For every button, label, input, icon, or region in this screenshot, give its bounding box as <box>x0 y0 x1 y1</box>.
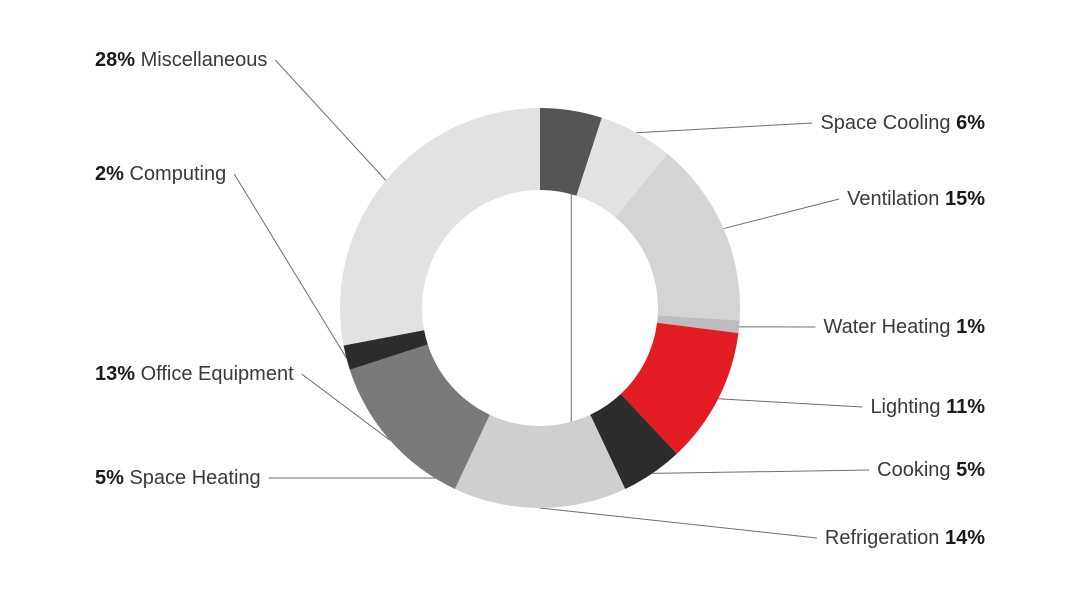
label-text: Office Equipment <box>141 363 294 385</box>
label-text: Water Heating <box>823 316 950 338</box>
label-pct: 15% <box>945 188 985 210</box>
label-miscellaneous: 28% Miscellaneous <box>95 50 267 70</box>
label-pct: 1% <box>956 316 985 338</box>
label-pct: 5% <box>95 467 124 489</box>
label-text: Ventilation <box>847 188 939 210</box>
donut-chart <box>340 108 740 508</box>
label-text: Computing <box>129 163 226 185</box>
label-ventilation: Ventilation 15% <box>847 189 985 209</box>
label-pct: 5% <box>956 459 985 481</box>
label-text: Space Cooling <box>820 112 950 134</box>
label-space-cooling: Space Cooling 6% <box>820 113 985 133</box>
label-pct: 14% <box>945 527 985 549</box>
label-space-heating: 5% Space Heating <box>95 468 261 488</box>
label-text: Space Heating <box>129 467 260 489</box>
label-pct: 6% <box>956 112 985 134</box>
label-pct: 2% <box>95 163 124 185</box>
slice-miscellaneous <box>340 108 540 345</box>
label-pct: 13% <box>95 363 135 385</box>
label-pct: 11% <box>946 396 985 418</box>
label-refrigeration: Refrigeration 14% <box>825 528 985 548</box>
donut-chart-container: { "chart": { "type": "donut", "width_px"… <box>0 0 1080 616</box>
label-text: Cooking <box>877 459 950 481</box>
label-text: Miscellaneous <box>141 49 268 71</box>
leader-ventilation <box>724 199 840 229</box>
label-office-equipment: 13% Office Equipment <box>95 364 294 384</box>
label-text: Lighting <box>870 396 940 418</box>
label-lighting: Lighting 11% <box>870 397 985 417</box>
leader-refrigeration <box>540 508 817 538</box>
label-water-heating: Water Heating 1% <box>823 317 985 337</box>
label-pct: 28% <box>95 49 135 71</box>
leader-computing <box>234 174 346 358</box>
label-cooking: Cooking 5% <box>877 460 985 480</box>
label-computing: 2% Computing <box>95 164 226 184</box>
label-text: Refrigeration <box>825 527 940 549</box>
